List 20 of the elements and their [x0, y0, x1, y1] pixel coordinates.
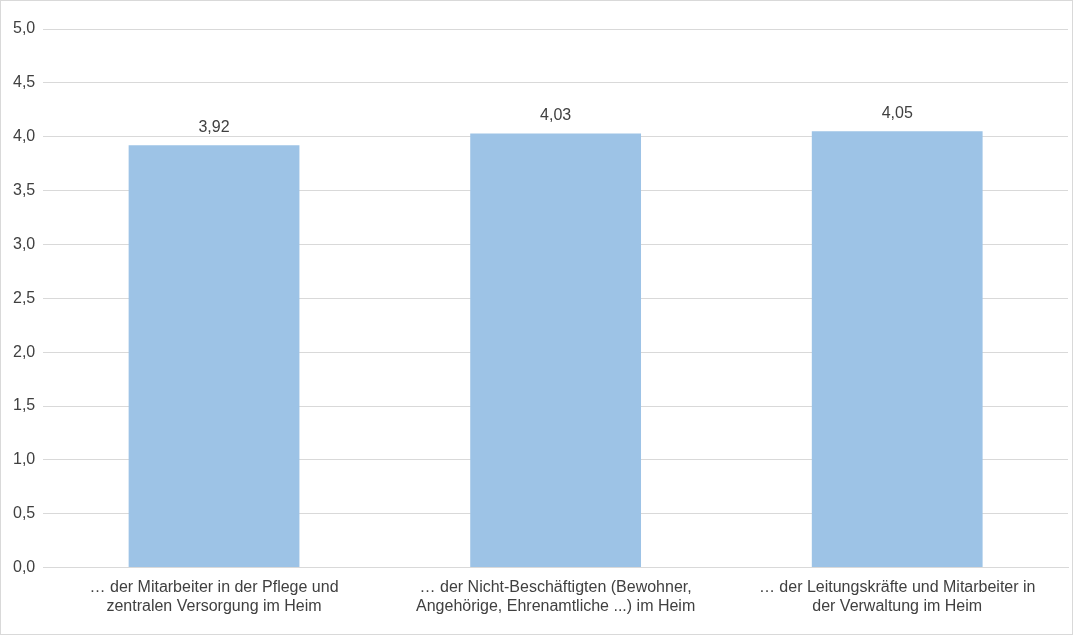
- bar: [811, 131, 983, 568]
- data-label: 3,92: [198, 117, 230, 135]
- y-tick-label: 4,5: [12, 73, 36, 91]
- y-tick-label: 0,5: [12, 504, 36, 522]
- y-tick-label: 2,5: [12, 288, 36, 306]
- data-label: 4,03: [540, 105, 572, 123]
- y-tick-label: 3,0: [12, 234, 36, 252]
- y-tick-label: 0,0: [12, 558, 36, 576]
- x-tick-label: … der Leitungskräfte und Mitarbeiter in der Verwaltung im Heim: [758, 577, 1036, 614]
- bar: [470, 133, 642, 568]
- y-tick-label: 2,0: [12, 342, 36, 360]
- bar: [128, 145, 300, 568]
- y-tick-label: 5,0: [12, 19, 36, 37]
- x-tick-label: … der Mitarbeiter in der Pflege und zentralen Versorgung im Heim: [89, 577, 339, 614]
- y-tick-label: 3,5: [12, 180, 36, 198]
- x-tick-label: … der Nicht-Beschäftigten (Bewohner, Angehörige, Ehrenamtliche ...) im Heim: [416, 577, 696, 614]
- y-tick-label: 1,5: [12, 396, 36, 414]
- data-label: 4,05: [881, 103, 913, 121]
- y-tick-label: 4,0: [12, 127, 36, 145]
- y-tick-label: 1,0: [12, 450, 36, 468]
